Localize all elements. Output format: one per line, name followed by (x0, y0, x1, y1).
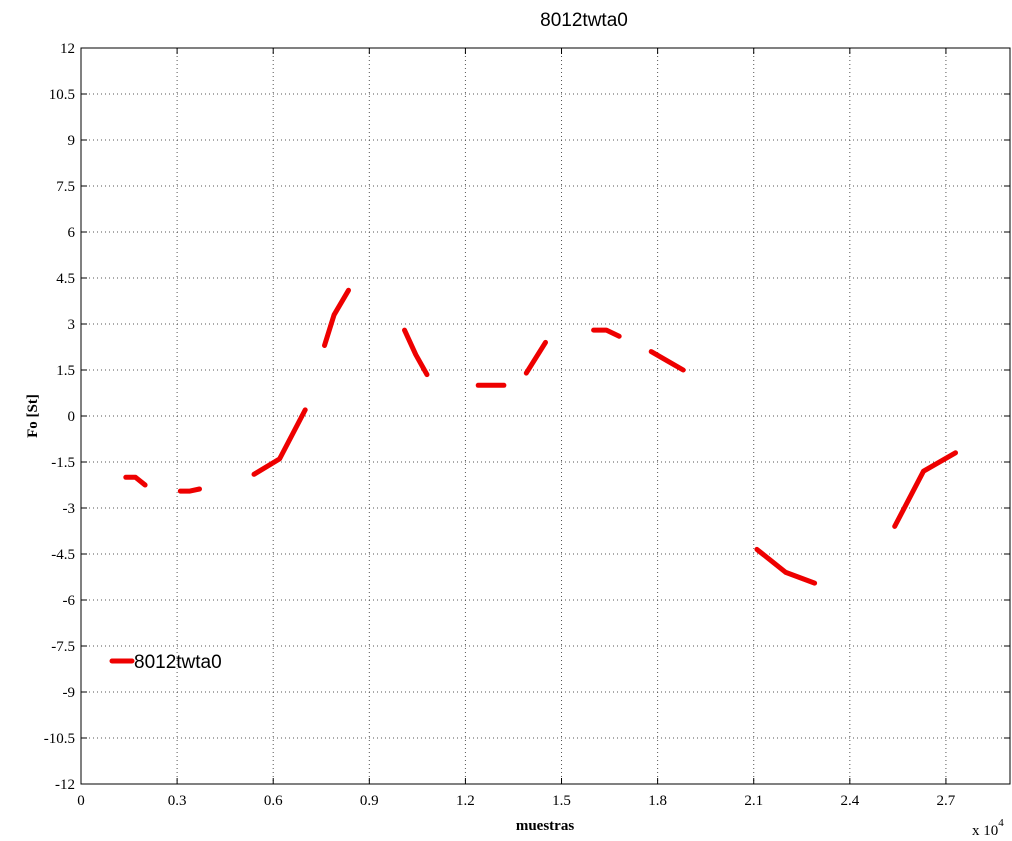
x-tick-label: 1.5 (552, 793, 571, 809)
legend-label: 8012twta0 (134, 652, 222, 673)
series-segment (591, 327, 622, 339)
y-tick-label: 6 (68, 225, 76, 241)
chart-title: 8012twta0 (540, 10, 628, 31)
series-segment (402, 327, 430, 378)
x-tick-label: 2.7 (937, 793, 956, 809)
y-tick-label: -3 (63, 501, 76, 517)
x-tick-label: 2.4 (840, 793, 859, 809)
series-segment (892, 450, 958, 529)
x-tick-label: 0.9 (360, 793, 379, 809)
x-tick-label: 1.8 (648, 793, 667, 809)
series-segment (648, 349, 686, 373)
x-tick-label: 0 (77, 793, 85, 809)
x-axis-label: muestras (516, 818, 574, 834)
y-tick-label: -10.5 (44, 731, 75, 747)
y-tick-label: 4.5 (56, 271, 75, 287)
x-multiplier-exponent: 4 (998, 817, 1004, 829)
x-axis: 0 0.3 0.6 0.9 1.2 1.5 1.8 2.1 2.4 2.7 (77, 48, 956, 809)
x-tick-label: 1.2 (456, 793, 475, 809)
y-tick-label: -1.5 (51, 455, 75, 471)
x-tick-label: 2.1 (744, 793, 763, 809)
y-tick-label: -9 (63, 685, 76, 701)
y-tick-label: 12 (60, 41, 75, 57)
y-tick-label: -12 (55, 777, 75, 793)
legend: 8012twta0 (109, 652, 222, 673)
y-tick-label: -6 (63, 593, 76, 609)
y-tick-label: -7.5 (51, 639, 75, 655)
x-multiplier-base: x 10 (972, 823, 998, 839)
x-tick-label: 0.3 (168, 793, 187, 809)
y-tick-label: 7.5 (56, 179, 75, 195)
grid (81, 48, 1010, 784)
series-segment (251, 407, 308, 477)
y-tick-label: 9 (68, 133, 76, 149)
y-tick-label: -4.5 (51, 547, 75, 563)
series-segment (322, 287, 351, 348)
series-segment (123, 474, 148, 488)
series-segment (523, 339, 548, 376)
x-tick-label: 0.6 (264, 793, 283, 809)
series-segment (754, 546, 818, 586)
x-multiplier: x 104 (972, 817, 1004, 839)
y-tick-label: 3 (68, 317, 76, 333)
y-tick-label: 1.5 (56, 363, 75, 379)
series-segment (177, 486, 202, 494)
series-lines (123, 287, 958, 586)
y-axis: 12 10.5 9 7.5 6 4.5 3 1.5 0 -1.5 -3 -4.5 -6 -7.5 -9 -10… (44, 41, 1010, 793)
y-tick-label: 10.5 (49, 87, 75, 103)
y-tick-label: 0 (68, 409, 76, 425)
y-axis-label: Fo [St] (25, 394, 41, 438)
